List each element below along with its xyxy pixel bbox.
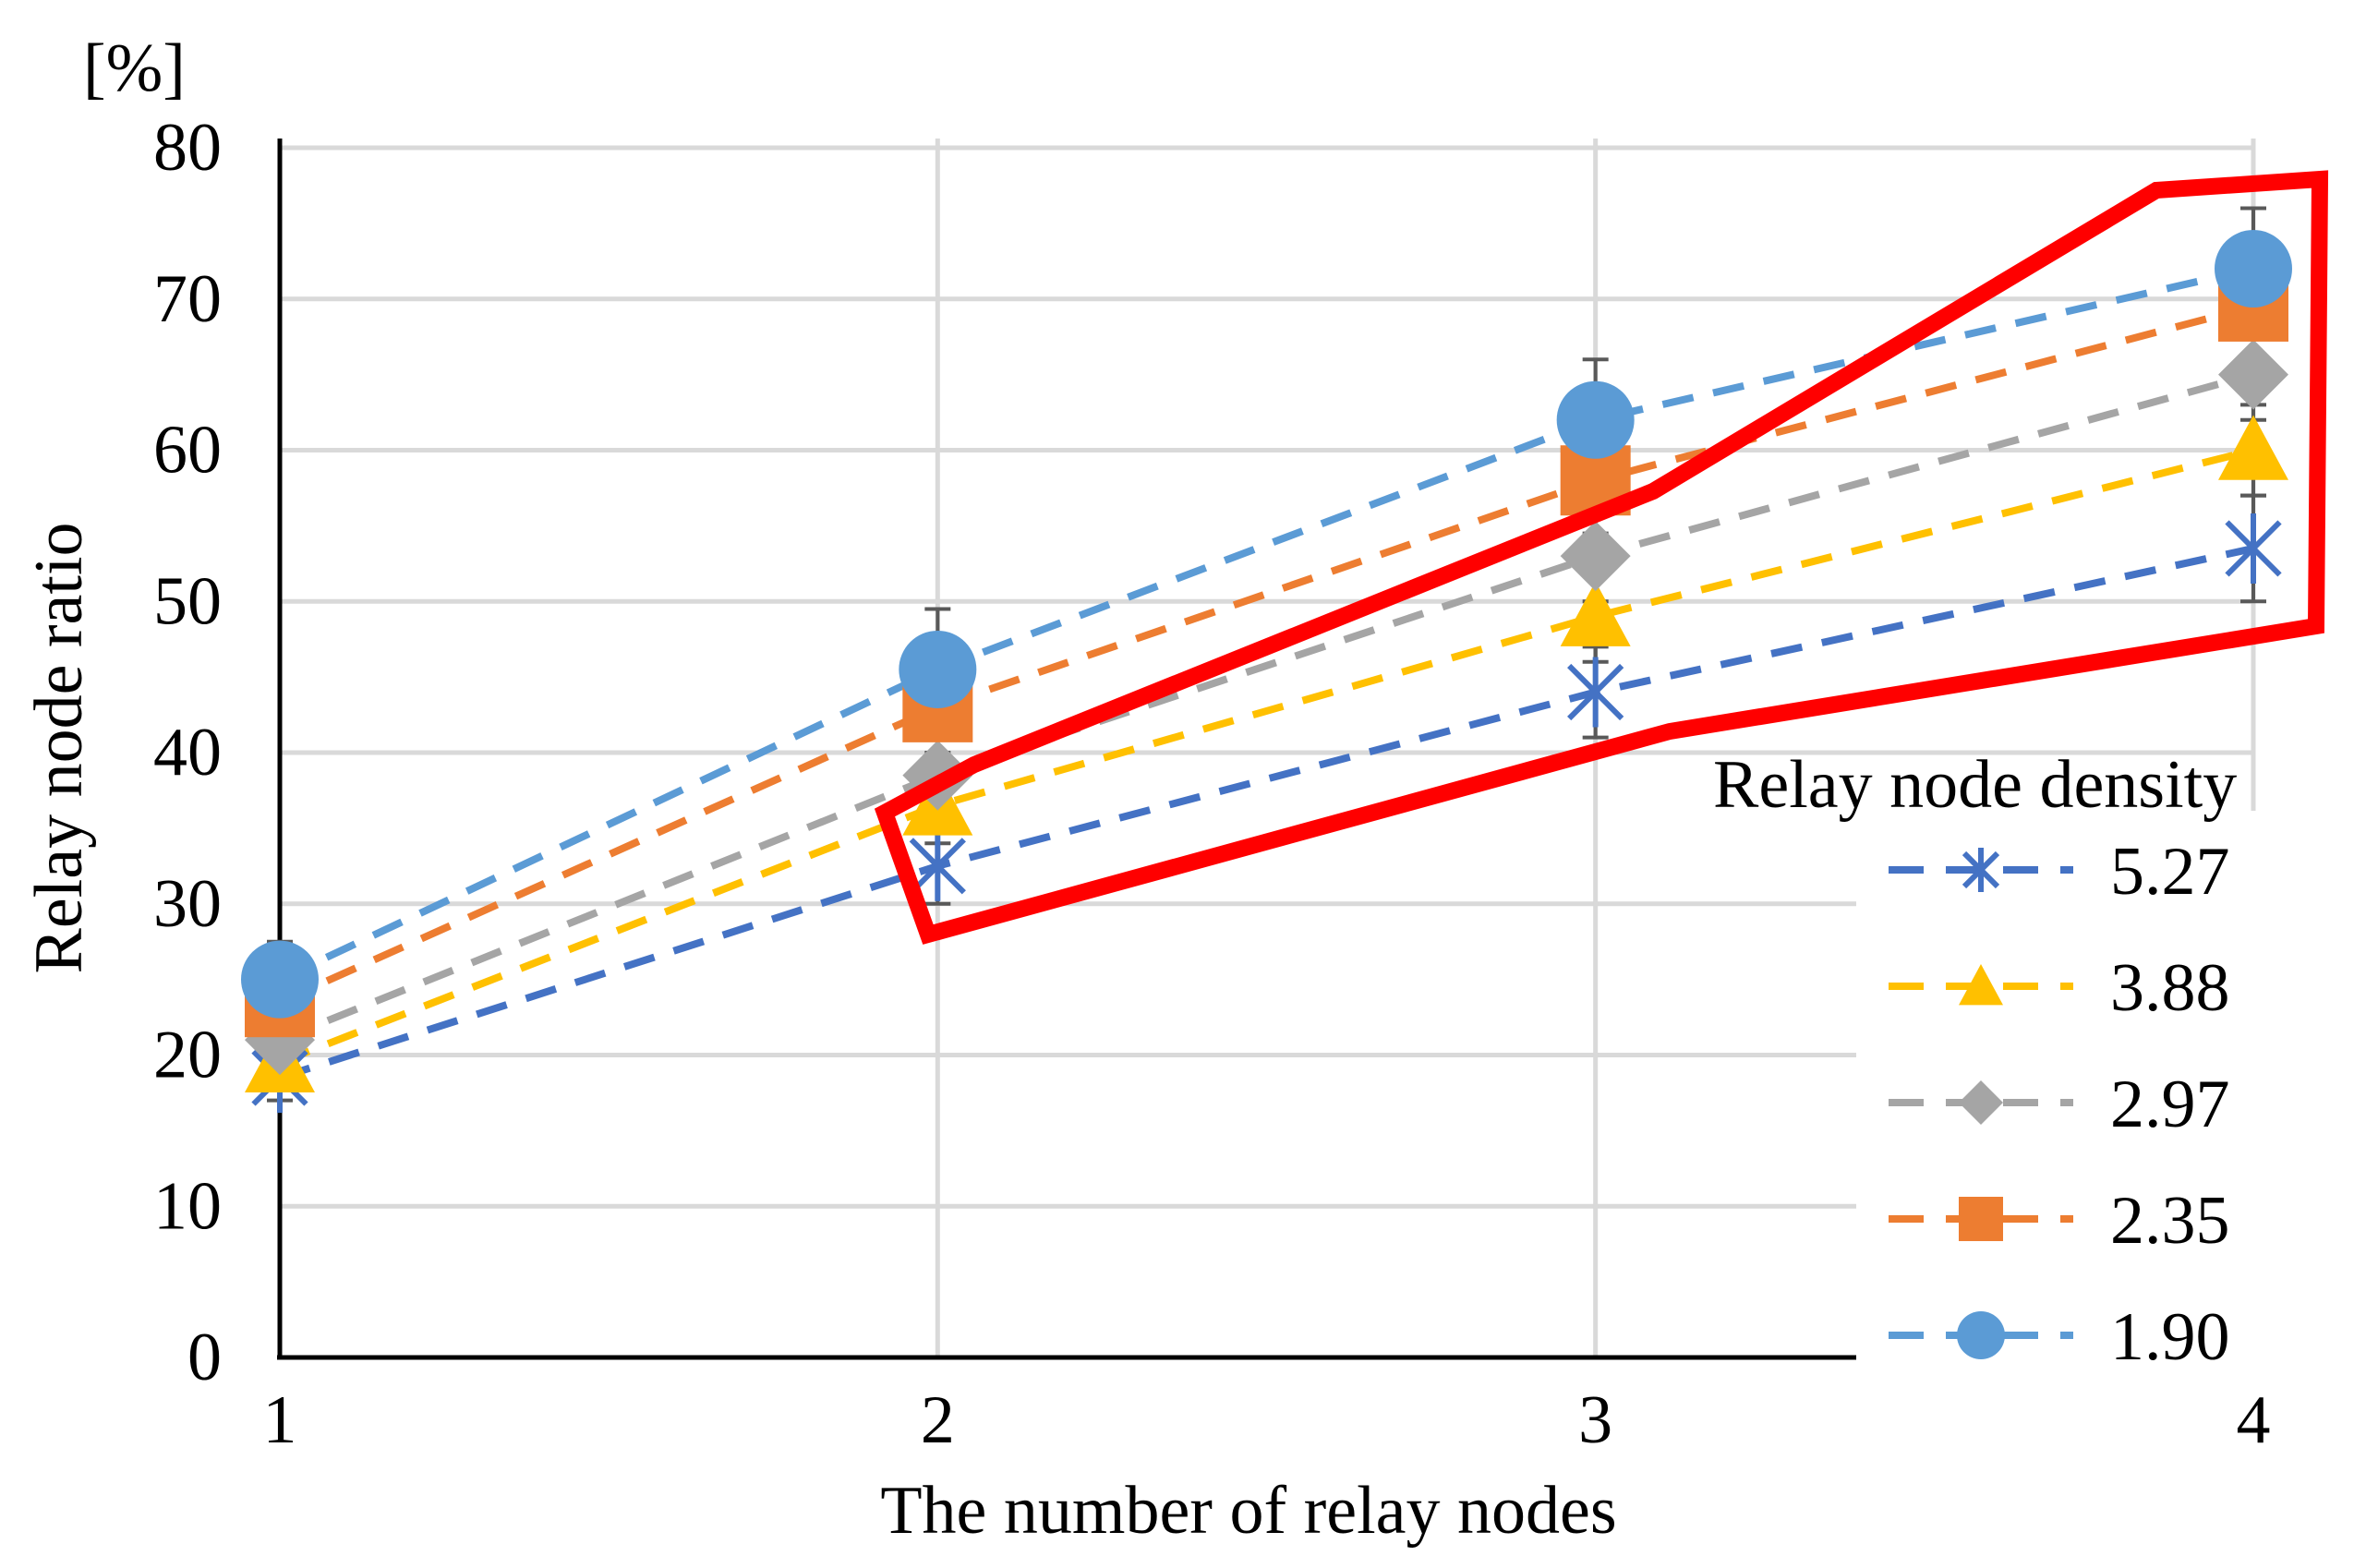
y-tick-label-30: 30 [153,866,222,942]
legend-label-5.27: 5.27 [2110,834,2230,910]
data-point-5.27-2 [909,830,966,901]
series-line-1.90 [278,265,2254,983]
x-tick-label-1: 1 [263,1382,297,1458]
data-point-2.97-4 [2218,339,2288,410]
legend-background [1856,811,2350,1374]
y-tick-label-40: 40 [153,715,222,790]
tick-labels: 0 10 20 30 40 50 60 70 80 1 2 3 4 [153,110,2271,1458]
series-line-2.97 [278,370,2255,1043]
legend-label-3.88: 3.88 [2110,950,2230,1026]
legend: Relay node density 5.27 3.88 2.97 2.35 1.90 [1713,747,2350,1375]
data-point-3.88-4 [2218,415,2288,480]
data-point-2.97-3 [1560,521,1631,592]
legend-marker-3.88 [1959,964,2003,1006]
y-tick-label-50: 50 [153,563,222,639]
legend-label-1.90: 1.90 [2110,1299,2230,1375]
x-tick-label-2: 2 [921,1382,955,1458]
legend-marker-2.35 [1959,1197,2003,1241]
data-point-1.90-2 [899,630,977,708]
y-axis-title: Relay node ratio [21,522,97,973]
y-tick-label-0: 0 [187,1320,222,1395]
highlight-outline [874,170,2329,945]
y-tick-label-10: 10 [153,1168,222,1244]
x-tick-label-4: 4 [2237,1382,2271,1458]
series-line-5.27 [278,545,2254,1081]
legend-title: Relay node density [1713,747,2237,823]
data-point-5.27-4 [2225,513,2282,584]
data-point-1.90-3 [1556,380,1635,459]
legend-label-2.35: 2.35 [2110,1183,2230,1259]
legend-marker-1.90 [1957,1311,2005,1359]
data-point-1.90-4 [2215,230,2292,308]
data-point-5.27-3 [1567,657,1624,728]
x-axis-title: The number of relay nodes [880,1473,1616,1549]
y-unit-label: [%] [83,30,186,106]
x-tick-label-3: 3 [1578,1382,1612,1458]
series-line-3.88 [278,446,2254,1067]
y-tick-label-20: 20 [153,1018,222,1093]
highlight-region [874,170,2329,945]
legend-marker-2.97 [1959,1080,2003,1125]
data-point-3.88-3 [1560,581,1631,646]
y-tick-label-70: 70 [153,261,222,337]
series-lines [278,265,2255,1081]
legend-label-2.97: 2.97 [2110,1067,2230,1142]
data-point-1.90-1 [241,940,319,1019]
legend-marker-5.27 [1962,848,2000,892]
y-tick-label-60: 60 [153,413,222,488]
y-tick-label-80: 80 [153,110,222,186]
